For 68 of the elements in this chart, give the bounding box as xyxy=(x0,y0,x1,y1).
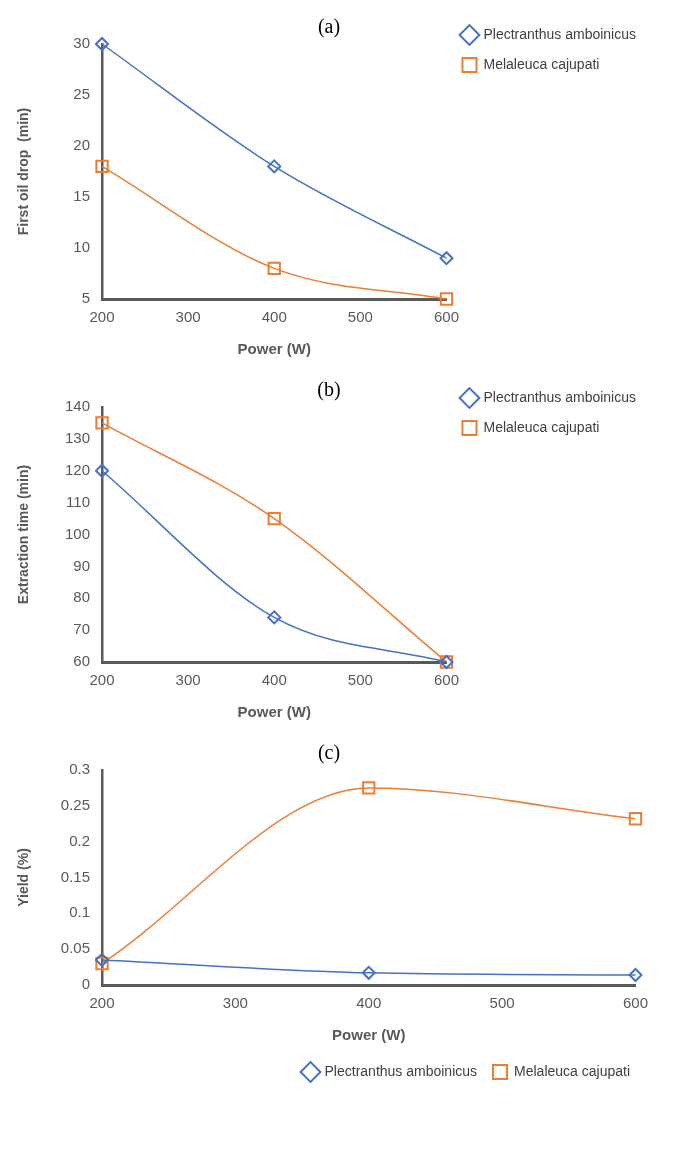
y-tick-label: 60 xyxy=(73,652,90,670)
x-tick-label: 300 xyxy=(175,308,201,326)
legend-label: Plectranthus amboinicus xyxy=(483,388,637,405)
legend-label: Melaleuca cajupati xyxy=(483,55,600,72)
y-tick-label: 0.2 xyxy=(69,831,90,849)
point xyxy=(439,251,454,266)
y-tick-label: 90 xyxy=(73,556,90,574)
chart-title: (a) xyxy=(317,15,341,39)
x-tick-label: 300 xyxy=(175,671,201,689)
y-tick-label: 130 xyxy=(64,429,90,447)
x-tick-label: 200 xyxy=(89,994,115,1012)
point xyxy=(267,610,282,625)
point xyxy=(95,416,109,430)
y-axis-title: Yield (%) xyxy=(15,848,32,907)
point xyxy=(267,261,281,276)
point xyxy=(267,159,282,174)
y-tick-label: 0.1 xyxy=(69,903,90,921)
y-tick-label: 0.05 xyxy=(60,939,90,957)
point xyxy=(628,812,643,826)
y-tick-label: 100 xyxy=(64,524,90,542)
point xyxy=(95,956,109,971)
x-tick-label: 600 xyxy=(622,994,648,1012)
y-tick-label: 120 xyxy=(64,460,90,478)
y-tick-label: 0.15 xyxy=(60,867,90,885)
y-axis-title: Extraction time (min) xyxy=(15,464,32,605)
x-tick-label: 600 xyxy=(433,671,459,689)
y-tick-label: 30 xyxy=(73,34,90,52)
y-tick-label: 80 xyxy=(73,588,90,606)
y-tick-label: 5 xyxy=(81,289,90,307)
x-axis-title: Power (W) xyxy=(237,703,311,721)
legend-label: Plectranthus amboinicus xyxy=(324,1062,478,1079)
point xyxy=(267,511,281,526)
legend-label: Melaleuca cajupati xyxy=(483,418,600,435)
y-axis-title: First oil drop (min) xyxy=(15,107,32,236)
x-tick-label: 200 xyxy=(89,308,115,326)
point xyxy=(362,781,376,795)
y-tick-label: 10 xyxy=(73,238,90,256)
legend-label: Plectranthus amboinicus xyxy=(483,25,637,42)
x-tick-label: 400 xyxy=(261,308,287,326)
chart-title: (c) xyxy=(317,741,341,765)
x-tick-label: 400 xyxy=(261,671,287,689)
y-tick-label: 20 xyxy=(73,136,90,154)
y-tick-label: 110 xyxy=(66,492,90,510)
x-tick-label: 500 xyxy=(347,671,373,689)
legend-label: Melaleuca cajupati xyxy=(514,1062,631,1079)
x-axis-title: Power (W) xyxy=(237,340,311,358)
point xyxy=(95,952,109,967)
x-tick-label: 600 xyxy=(433,308,459,326)
point xyxy=(95,159,109,174)
x-tick-label: 200 xyxy=(89,671,115,689)
point xyxy=(361,965,376,980)
y-tick-label: 70 xyxy=(73,620,90,638)
chart-title: (b) xyxy=(317,378,341,402)
y-tick-label: 0 xyxy=(81,975,90,993)
x-tick-label: 400 xyxy=(356,994,382,1012)
y-tick-label: 25 xyxy=(73,85,90,103)
x-tick-label: 300 xyxy=(222,994,248,1012)
y-tick-label: 0.3 xyxy=(69,760,90,778)
point xyxy=(628,967,643,982)
x-tick-label: 500 xyxy=(489,994,515,1012)
y-tick-label: 140 xyxy=(64,397,90,415)
point xyxy=(95,463,109,478)
x-tick-label: 500 xyxy=(347,308,373,326)
point xyxy=(95,37,109,51)
point xyxy=(439,292,454,306)
y-tick-label: 15 xyxy=(73,187,90,205)
y-tick-label: 0.25 xyxy=(60,795,90,813)
x-axis-title: Power (W) xyxy=(332,1026,406,1044)
